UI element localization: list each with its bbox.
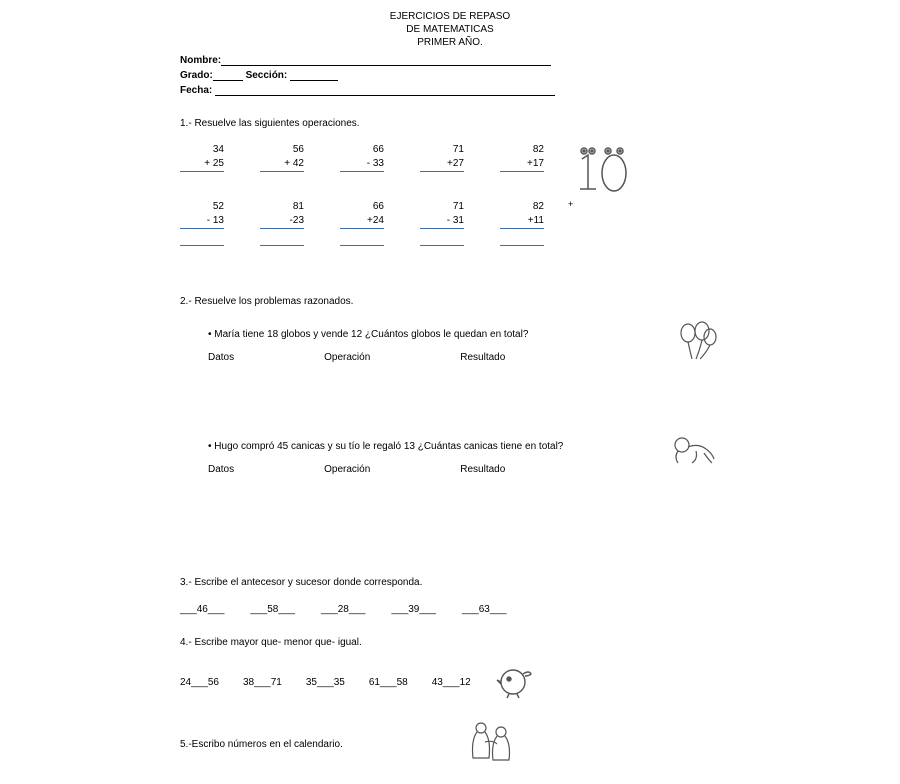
op-1-5: 82+17 xyxy=(500,143,544,172)
title-line-3: PRIMER AÑO. xyxy=(180,36,720,49)
ex2-problem-1: María tiene 18 globos y vende 12 ¿Cuánto… xyxy=(180,321,720,363)
chick-icon xyxy=(495,664,535,700)
fecha-row: Fecha: xyxy=(180,85,720,96)
baby-icon xyxy=(668,433,720,467)
cmp-3: 35___35 xyxy=(306,677,345,688)
ex2-p2-text: Hugo compró 45 canicas y su tío le regal… xyxy=(208,441,568,452)
seq-5: ___63___ xyxy=(462,604,507,615)
op-2-2: 81-23 xyxy=(260,200,304,246)
op-2-1: 52- 13 xyxy=(180,200,224,246)
ex2-title: 2.- Resuelve los problemas razonados. xyxy=(180,296,720,307)
title-line-2: DE MATEMATICAS xyxy=(180,23,720,36)
ex2-problem-2: Hugo compró 45 canicas y su tío le regal… xyxy=(180,433,720,475)
nombre-label: Nombre: xyxy=(180,55,221,66)
grado-row: Grado: Sección: xyxy=(180,70,720,81)
fecha-label: Fecha: xyxy=(180,85,212,96)
ex1-title: 1.- Resuelve las siguientes operaciones. xyxy=(180,118,720,129)
ex4-title: 4.- Escribe mayor que- menor que- igual. xyxy=(180,637,720,648)
ex3-row: ___46___ ___58___ ___28___ ___39___ ___6… xyxy=(180,604,720,615)
seq-1: ___46___ xyxy=(180,604,225,615)
col-operacion-2: Operación xyxy=(324,464,370,475)
ex5-title: 5.-Escribo números en el calendario. xyxy=(180,739,343,750)
col-resultado: Resultado xyxy=(460,352,505,363)
col-datos: Datos xyxy=(208,352,234,363)
op-1-1: 34+ 25 xyxy=(180,143,224,172)
ex1-row2: 52- 13 81-23 66+24 71- 31 82+11 xyxy=(180,200,544,246)
title-line-1: EJERCICIOS DE REPASO xyxy=(180,10,720,23)
op-1-2: 56+ 42 xyxy=(260,143,304,172)
seq-4: ___39___ xyxy=(392,604,437,615)
op-2-3: 66+24 xyxy=(340,200,384,246)
balloons-icon xyxy=(674,321,720,361)
nombre-row: Nombre: xyxy=(180,55,720,66)
ex1-row1: 34+ 25 56+ 42 66- 33 71+27 82+17 xyxy=(180,143,544,172)
number-ten-icon: + xyxy=(564,143,634,209)
op-1-4: 71+27 xyxy=(420,143,464,172)
seq-3: ___28___ xyxy=(321,604,366,615)
cmp-2: 38___71 xyxy=(243,677,282,688)
seq-2: ___58___ xyxy=(251,604,296,615)
col-datos-2: Datos xyxy=(208,464,234,475)
grado-label: Grado: xyxy=(180,70,213,81)
cmp-4: 61___58 xyxy=(369,677,408,688)
op-2-4: 71- 31 xyxy=(420,200,464,246)
ex4-row: 24___56 38___71 35___35 61___58 43___12 xyxy=(180,664,720,700)
seccion-label: Sección: xyxy=(246,70,288,81)
ex1-block: 34+ 25 56+ 42 66- 33 71+27 82+17 52- 13 … xyxy=(180,143,720,274)
ex3-title: 3.- Escribe el antecesor y sucesor donde… xyxy=(180,577,720,588)
cmp-1: 24___56 xyxy=(180,677,219,688)
people-icon xyxy=(463,718,519,764)
page-title-block: EJERCICIOS DE REPASO DE MATEMATICAS PRIM… xyxy=(180,10,720,49)
col-resultado-2: Resultado xyxy=(460,464,505,475)
op-1-3: 66- 33 xyxy=(340,143,384,172)
ex2-p1-text: María tiene 18 globos y vende 12 ¿Cuánto… xyxy=(208,329,654,340)
worksheet-page: EJERCICIOS DE REPASO DE MATEMATICAS PRIM… xyxy=(180,0,720,784)
op-2-5: 82+11 xyxy=(500,200,544,246)
cmp-5: 43___12 xyxy=(432,677,471,688)
col-operacion: Operación xyxy=(324,352,370,363)
